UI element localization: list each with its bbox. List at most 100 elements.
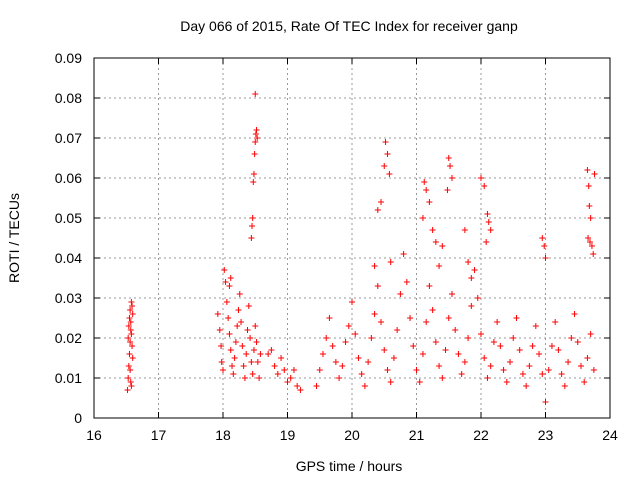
data-point — [468, 303, 475, 309]
data-point — [248, 359, 255, 365]
data-point — [500, 367, 507, 373]
data-point — [250, 179, 257, 185]
data-point — [127, 367, 134, 373]
data-point — [532, 323, 539, 329]
data-point — [429, 227, 436, 233]
data-point — [485, 219, 492, 225]
y-tick-label: 0.06 — [55, 170, 82, 186]
x-tick-label: 19 — [280, 427, 296, 443]
x-axis-label: GPS time / hours — [296, 458, 403, 474]
data-point — [442, 347, 449, 353]
data-point — [591, 171, 598, 177]
data-point — [236, 291, 243, 297]
data-point — [329, 343, 336, 349]
data-point — [125, 335, 132, 341]
data-point — [251, 151, 258, 157]
data-point — [386, 171, 393, 177]
data-point — [585, 235, 592, 241]
data-point — [231, 355, 238, 361]
data-point — [452, 327, 459, 333]
data-point — [124, 387, 131, 393]
data-point — [585, 183, 592, 189]
data-point — [439, 243, 446, 249]
data-point — [465, 335, 472, 341]
data-point — [352, 331, 359, 337]
data-point — [128, 299, 135, 305]
data-points — [124, 91, 598, 405]
data-point — [455, 351, 462, 357]
x-tick-label: 23 — [538, 427, 554, 443]
data-point — [539, 235, 546, 241]
data-point — [349, 299, 355, 305]
data-point — [127, 327, 134, 333]
data-point — [468, 275, 475, 281]
data-point — [220, 367, 226, 373]
data-point — [240, 363, 247, 369]
data-point — [313, 383, 320, 389]
data-point — [416, 379, 423, 385]
data-point — [494, 319, 501, 325]
data-point — [586, 203, 593, 209]
data-point — [247, 335, 254, 341]
data-point — [574, 339, 581, 345]
data-point — [332, 359, 339, 365]
y-tick-label: 0 — [74, 410, 82, 426]
data-point — [232, 339, 239, 345]
data-point — [218, 359, 225, 365]
data-point — [250, 171, 257, 177]
data-point — [590, 251, 597, 257]
x-tick-label: 16 — [86, 427, 102, 443]
data-point — [249, 215, 256, 221]
data-point — [239, 343, 246, 349]
y-tick-label: 0.08 — [55, 90, 82, 106]
data-point — [474, 295, 481, 301]
y-tick-label: 0.03 — [55, 290, 82, 306]
x-tick-label: 24 — [602, 427, 618, 443]
data-point — [444, 187, 451, 193]
data-point — [461, 359, 468, 365]
data-point — [421, 179, 428, 185]
data-point — [526, 363, 533, 369]
data-point — [390, 355, 397, 361]
data-point — [226, 331, 233, 337]
data-point — [423, 187, 430, 193]
data-point — [439, 375, 446, 381]
data-point — [568, 335, 575, 341]
grid — [94, 58, 610, 418]
data-point — [447, 163, 454, 169]
data-point — [545, 367, 552, 373]
x-tick-label: 17 — [151, 427, 167, 443]
data-point — [584, 167, 591, 173]
data-point — [223, 299, 230, 305]
data-point — [548, 343, 555, 349]
data-point — [571, 311, 578, 317]
data-point — [368, 335, 375, 341]
data-point — [284, 379, 291, 385]
data-point — [403, 279, 410, 285]
data-point — [214, 311, 221, 317]
data-point — [484, 375, 491, 381]
data-point — [358, 371, 365, 377]
x-tick-label: 22 — [473, 427, 489, 443]
data-point — [227, 347, 234, 353]
data-point — [127, 339, 134, 345]
data-point — [227, 275, 234, 281]
data-point — [294, 383, 301, 389]
data-point — [471, 267, 478, 273]
data-point — [587, 215, 594, 221]
data-point — [253, 127, 260, 133]
data-point — [465, 259, 472, 265]
data-point — [397, 291, 404, 297]
data-point — [127, 307, 134, 313]
data-point — [281, 367, 288, 373]
data-point — [229, 363, 236, 369]
data-point — [319, 351, 326, 357]
data-point — [400, 251, 407, 257]
data-point — [371, 311, 378, 317]
data-point — [539, 371, 546, 377]
data-point — [126, 351, 133, 357]
data-point — [394, 327, 401, 333]
data-point — [127, 379, 134, 385]
data-point — [290, 367, 297, 373]
y-tick-label: 0.01 — [55, 370, 82, 386]
